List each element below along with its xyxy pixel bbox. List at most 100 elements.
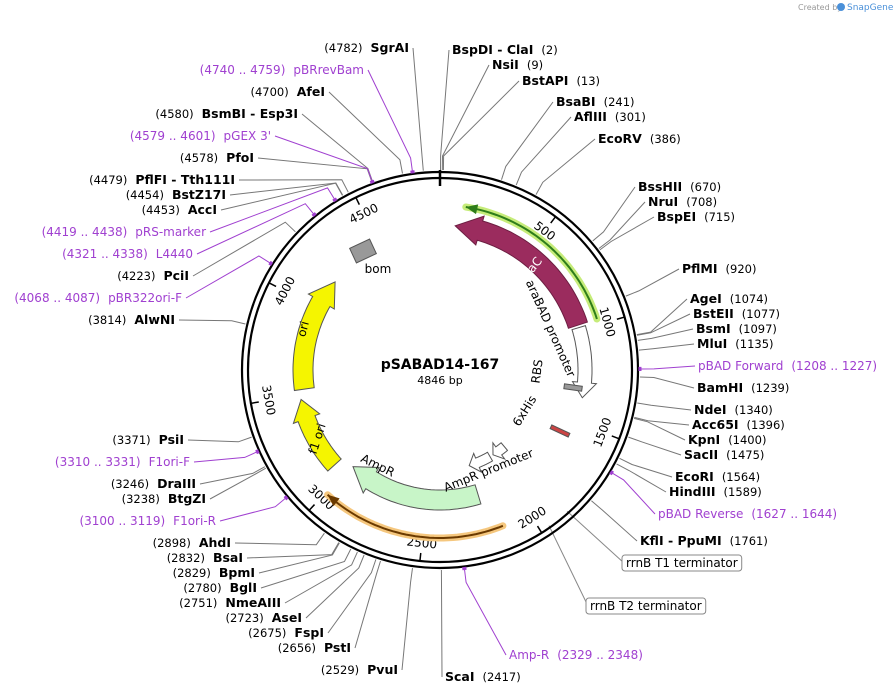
primer-name: pBAD Forward <box>698 359 783 373</box>
site-name: NruI <box>648 194 678 209</box>
site-leader <box>327 559 377 634</box>
site-leader <box>501 101 554 180</box>
site-label: KpnI (1400) <box>688 432 766 447</box>
site-label: (4223) PciI <box>117 268 189 283</box>
site-position: (1475) <box>726 448 764 462</box>
orf-arc-2 <box>326 494 504 539</box>
site-label: NdeI (1340) <box>694 402 773 417</box>
site-name: AseI <box>272 610 302 625</box>
primer-mark <box>268 260 274 267</box>
site-leader <box>639 376 695 389</box>
site-name: AfeI <box>297 84 325 99</box>
site-leader <box>591 500 638 542</box>
site-name: EcoRV <box>598 131 642 146</box>
site-leader <box>442 80 520 171</box>
site-position: (241) <box>604 95 635 109</box>
site-name: BstAPI <box>522 73 568 88</box>
primer-label: Amp-R (2329 .. 2348) <box>509 648 643 662</box>
feature-label: bom <box>365 262 392 276</box>
terminator-leader <box>548 525 589 607</box>
site-leader <box>257 157 373 183</box>
site-leader <box>636 313 691 336</box>
site-name: PstI <box>324 640 351 655</box>
site-name: AccI <box>188 202 217 217</box>
site-leader <box>401 568 413 671</box>
primer-label: (4321 .. 4338) L4440 <box>62 247 193 261</box>
feature-rbs <box>563 383 583 392</box>
site-label: EcoRV (386) <box>598 131 681 146</box>
feature-6xhis <box>549 424 571 438</box>
orf-arc-head <box>465 204 479 215</box>
site-name: KflI - PpuMI <box>640 533 722 548</box>
site-leader <box>616 463 667 493</box>
primer-leader <box>219 497 287 522</box>
ruler-tick <box>268 282 277 288</box>
site-label: (2780) BglI <box>183 580 257 595</box>
ruler-tick <box>419 552 422 562</box>
site-label: (3371) PsiI <box>112 432 184 447</box>
site-position: (2417) <box>483 670 521 684</box>
feature-label: 6xHis <box>510 393 540 429</box>
site-label: (4578) PfoI <box>180 150 254 165</box>
site-label: (2829) BpmI <box>173 565 255 580</box>
site-name: AflIII <box>574 109 607 124</box>
site-leader <box>599 216 655 251</box>
ruler-label: 1500 <box>590 416 614 450</box>
primer-label: (4068 .. 4087) pBR322ori-F <box>14 291 182 305</box>
site-label: (4782) SgrAI <box>324 40 409 55</box>
site-name: PflMI <box>682 261 718 276</box>
site-name: BspDI - ClaI <box>452 42 533 57</box>
site-name: BglI <box>230 580 257 595</box>
site-label: AflIII (301) <box>574 109 646 124</box>
feature-ampr-promoter-2 <box>492 441 509 461</box>
site-name: Acc65I <box>692 417 739 432</box>
primer-mark <box>609 470 614 476</box>
site-label: PflMI (920) <box>682 261 756 276</box>
site-name: BstZ17I <box>172 187 226 202</box>
site-position: (1135) <box>735 337 773 351</box>
site-label: Acc65I (1396) <box>692 417 785 432</box>
primer-range: (4740 .. 4759) <box>200 63 286 77</box>
primer-range: (4321 .. 4338) <box>62 247 148 261</box>
site-name: BssHII <box>638 179 682 194</box>
site-position: (4782) <box>324 41 362 55</box>
site-leader <box>284 551 358 604</box>
site-label: BstEII (1077) <box>693 306 780 321</box>
site-name: NsiI <box>492 57 519 72</box>
site-position: (1400) <box>728 433 766 447</box>
feature-label: RBS <box>528 359 545 385</box>
site-leader <box>638 343 695 351</box>
site-label: (2656) PstI <box>278 640 351 655</box>
site-leader <box>633 417 686 441</box>
ruler-tick <box>611 435 620 440</box>
site-position: (13) <box>576 74 600 88</box>
site-position: (1340) <box>735 403 773 417</box>
site-position: (3246) <box>111 477 149 491</box>
site-label: EcoRI (1564) <box>675 469 760 484</box>
primer-label: pBAD Reverse (1627 .. 1644) <box>658 507 837 521</box>
watermark-brand: SnapGene <box>847 3 894 13</box>
site-name: BsmBI - Esp3I <box>202 106 298 121</box>
site-position: (4578) <box>180 151 218 165</box>
watermark-logo <box>837 3 845 11</box>
site-position: (670) <box>690 180 721 194</box>
feature-bom <box>348 238 378 264</box>
site-leader <box>178 319 246 325</box>
site-position: (1761) <box>730 534 768 548</box>
site-label: NruI (708) <box>648 194 717 209</box>
ruler-label: 4500 <box>347 201 381 227</box>
site-name: PsiI <box>159 432 184 447</box>
site-name: NmeAIII <box>225 595 281 610</box>
site-position: (2780) <box>183 581 221 595</box>
feature-ampr-promoter <box>468 451 494 474</box>
site-position: (920) <box>726 262 757 276</box>
site-label: AgeI (1074) <box>690 291 768 306</box>
site-position: (1396) <box>747 418 785 432</box>
site-leader <box>238 179 349 193</box>
site-label: (4700) AfeI <box>251 84 326 99</box>
primer-mark <box>255 449 260 455</box>
site-name: BsmI <box>696 321 731 336</box>
primer-mark <box>369 179 375 184</box>
site-leader <box>192 221 296 277</box>
